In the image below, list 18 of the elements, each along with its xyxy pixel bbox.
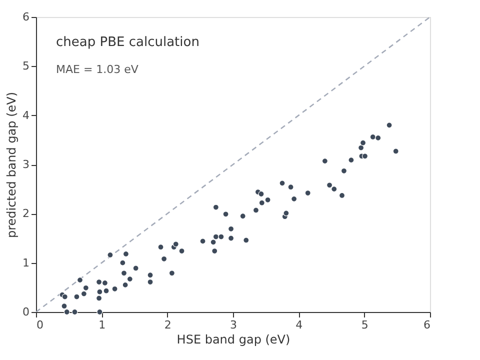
annotation: MAE = 1.03 eV bbox=[56, 63, 139, 76]
y-tick-label: 6 bbox=[22, 10, 30, 24]
x-tick-label: 5 bbox=[361, 318, 368, 332]
y-tick-label: 2 bbox=[22, 207, 30, 220]
y-tick-label: 3 bbox=[22, 158, 30, 171]
x-tick-label: 3 bbox=[230, 318, 237, 332]
x-tick-label: 4 bbox=[296, 318, 303, 332]
x-tick-label: 0 bbox=[36, 318, 44, 332]
x-tick-label: 2 bbox=[164, 318, 172, 332]
annotation: cheap PBE calculation bbox=[56, 35, 200, 50]
x-tick-label: 1 bbox=[98, 318, 106, 332]
y-tick-label: 5 bbox=[22, 60, 30, 73]
y-tick-label: 1 bbox=[22, 256, 30, 270]
y-tick-label: 4 bbox=[22, 108, 30, 122]
y-axis-title: predicted band gap (eV) bbox=[4, 92, 18, 238]
y-tick-label: 0 bbox=[22, 306, 30, 318]
x-tick-label: 6 bbox=[424, 318, 430, 332]
x-axis-title: HSE band gap (eV) bbox=[176, 332, 290, 346]
